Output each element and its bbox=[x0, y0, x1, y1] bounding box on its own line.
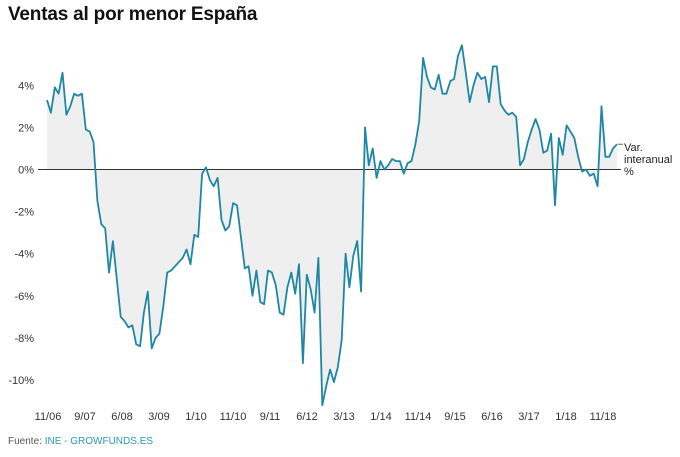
x-tick-label: 6/12 bbox=[296, 411, 317, 423]
y-tick-label: -10% bbox=[8, 375, 34, 387]
x-tick-label: 3/13 bbox=[333, 411, 354, 423]
x-tick-label: 6/16 bbox=[481, 411, 502, 423]
y-tick-label: -6% bbox=[14, 291, 34, 303]
x-tick-label: 6/08 bbox=[111, 411, 132, 423]
series-label-line-3: % bbox=[624, 166, 634, 178]
series-line bbox=[46, 44, 618, 407]
x-tick-label: 11/14 bbox=[405, 411, 432, 423]
y-axis-ticks: 4% 2% 0% -2% -4% -6% -8% -10% bbox=[8, 80, 34, 387]
y-tick-label: 2% bbox=[18, 122, 34, 134]
x-tick-label: 3/17 bbox=[518, 411, 539, 423]
series-label-line-1: Var. bbox=[624, 142, 643, 154]
x-tick-label: 1/18 bbox=[555, 411, 576, 423]
y-tick-label: -2% bbox=[14, 207, 34, 219]
y-tick-label: 4% bbox=[18, 80, 34, 92]
source-link[interactable]: INE - GROWFUNDS.ES bbox=[44, 436, 154, 447]
x-tick-label: 9/11 bbox=[260, 411, 281, 423]
y-tick-label: 0% bbox=[18, 165, 34, 177]
source-note: Fuente: INE - GROWFUNDS.ES bbox=[8, 436, 153, 447]
x-axis-ticks: 11/06 9/07 6/08 3/09 1/10 11/10 9/11 6/12 3/13 1/… bbox=[35, 411, 617, 423]
y-tick-label: -4% bbox=[14, 249, 34, 261]
x-tick-label: 1/10 bbox=[185, 411, 206, 423]
x-tick-label: 9/07 bbox=[74, 411, 95, 423]
x-tick-label: 1/14 bbox=[370, 411, 391, 423]
chart-title: Ventas al por menor España bbox=[8, 4, 258, 25]
x-tick-label: 11/06 bbox=[35, 411, 62, 423]
source-label: Fuente: bbox=[8, 436, 45, 447]
y-tick-label: -8% bbox=[14, 333, 34, 345]
series-label-line-2: interanual bbox=[624, 154, 672, 166]
area-fill bbox=[47, 45, 617, 406]
x-tick-label: 9/15 bbox=[444, 411, 465, 423]
x-tick-label: 11/10 bbox=[220, 411, 247, 423]
x-tick-label: 11/18 bbox=[590, 411, 617, 423]
x-tick-label: 3/09 bbox=[148, 411, 169, 423]
